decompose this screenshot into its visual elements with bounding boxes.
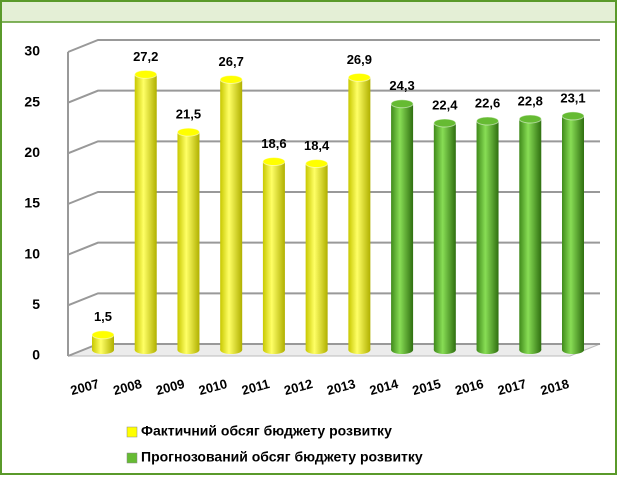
grid-line: [67, 191, 600, 205]
bar-base: [305, 346, 328, 354]
bar-top: [305, 159, 329, 169]
bar-top: [176, 127, 200, 137]
bar-top: [518, 114, 542, 124]
x-tick-label: 2014: [368, 376, 401, 398]
bar-top: [262, 157, 286, 167]
bar: [433, 118, 457, 354]
data-label: 18,4: [304, 138, 330, 153]
x-tick-label: 2012: [282, 376, 314, 398]
grid-line: [67, 241, 600, 256]
bar: [347, 72, 371, 354]
x-tick-label: 2018: [539, 376, 571, 398]
bar: [91, 330, 115, 354]
bar-body: [348, 77, 371, 350]
bar-base: [348, 346, 371, 354]
bar-body: [262, 161, 285, 350]
bar-top: [390, 99, 414, 109]
bar-base: [476, 346, 499, 354]
y-tick-label: 10: [24, 245, 40, 261]
data-label: 22,6: [475, 95, 500, 110]
x-tick-label: 2011: [240, 376, 271, 398]
x-tick-label: 2017: [496, 376, 528, 398]
legend-label: Фактичний обсяг бюджету розвитку: [141, 423, 392, 439]
bar: [219, 74, 243, 354]
header-band: [2, 2, 615, 22]
bar-top: [476, 116, 500, 126]
x-tick-label: 2016: [453, 376, 485, 398]
x-tick-label: 2010: [197, 376, 229, 398]
x-tick-label: 2015: [411, 376, 443, 398]
y-tick-label: 15: [24, 195, 40, 211]
legend-label: Прогнозований обсяг бюджету розвитку: [141, 449, 423, 465]
bar: [390, 99, 414, 354]
bar-base: [391, 346, 414, 354]
bar-top: [91, 330, 115, 340]
bar-body: [433, 123, 456, 350]
bar: [134, 69, 158, 354]
data-label: 18,6: [261, 136, 286, 151]
bar: [518, 114, 542, 354]
bar-top: [561, 111, 585, 121]
bar-body: [177, 132, 200, 350]
data-label: 26,9: [347, 52, 372, 67]
bar-body: [519, 118, 542, 351]
bar: [561, 111, 585, 354]
legend-marker: [126, 426, 138, 438]
data-label: 22,8: [518, 93, 543, 108]
bar-body: [562, 115, 584, 350]
bar-top: [134, 69, 158, 79]
bar-body: [391, 103, 414, 350]
bar-base: [262, 346, 285, 354]
x-tick-label: 2008: [112, 376, 144, 398]
bar: [262, 157, 286, 354]
x-tick-label: 2007: [69, 376, 101, 398]
data-label: 22,4: [432, 97, 458, 112]
bar-top: [433, 118, 457, 128]
grid-line: [67, 292, 600, 307]
data-label: 27,2: [133, 49, 158, 64]
bar: [176, 127, 200, 354]
bar-base: [433, 346, 456, 354]
bar-body: [305, 163, 328, 350]
bar-base: [177, 346, 200, 354]
bar-base: [519, 346, 542, 354]
grid-line: [67, 140, 600, 155]
y-tick-label: 25: [24, 93, 40, 109]
data-label: 1,5: [94, 309, 112, 324]
data-label: 23,1: [560, 90, 585, 105]
y-tick-label: 0: [32, 347, 40, 363]
grid-line: [67, 89, 600, 104]
data-label: 26,7: [219, 54, 244, 69]
bar-body: [476, 120, 499, 350]
bar-base: [562, 346, 584, 354]
grid-line: [67, 39, 600, 53]
data-label: 24,3: [389, 78, 414, 93]
bar-top: [347, 72, 371, 82]
y-tick-label: 20: [24, 144, 40, 160]
bar: [305, 159, 329, 354]
bar-base: [220, 346, 243, 354]
bar-base: [92, 346, 114, 354]
data-label: 21,5: [176, 107, 201, 122]
bar: [476, 116, 500, 354]
bar-body: [134, 74, 157, 350]
bar-top: [219, 74, 243, 84]
y-tick-label: 30: [24, 43, 40, 59]
legend-marker: [126, 452, 138, 464]
x-tick-label: 2009: [154, 376, 186, 398]
y-tick-label: 5: [32, 296, 40, 312]
bar-base: [134, 346, 157, 354]
bar-body: [220, 79, 243, 350]
x-tick-label: 2013: [325, 376, 357, 398]
